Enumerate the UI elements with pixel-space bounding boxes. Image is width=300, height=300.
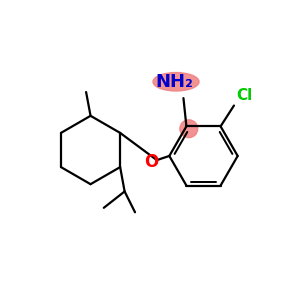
Text: O: O bbox=[144, 153, 159, 171]
Ellipse shape bbox=[153, 73, 199, 91]
Circle shape bbox=[180, 120, 198, 138]
Text: Cl: Cl bbox=[236, 88, 253, 103]
Text: NH₂: NH₂ bbox=[156, 73, 194, 91]
